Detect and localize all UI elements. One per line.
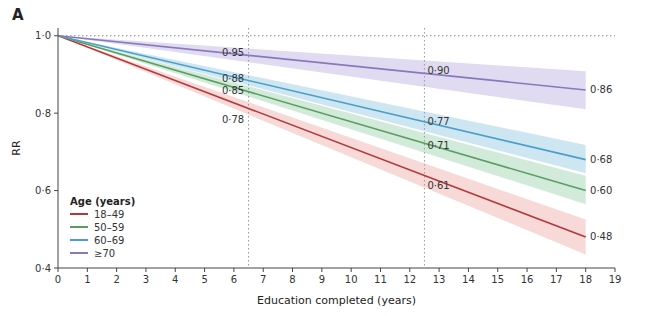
x-tick-label: 10 (345, 274, 358, 285)
annotation: 0·68 (590, 154, 612, 165)
x-tick-label: 5 (201, 274, 207, 285)
x-tick-label: 9 (319, 274, 325, 285)
legend: Age (years) 18–49 50–59 60–69 ≥70 (70, 196, 135, 259)
x-tick (116, 268, 117, 272)
y-tick-label: 1·0 (35, 30, 51, 41)
series-line (58, 36, 586, 237)
axes: 0123456789101112131415161718190·40·60·81… (35, 28, 621, 285)
ci-band (58, 36, 586, 173)
x-tick (527, 268, 528, 272)
annotation: 0·60 (590, 185, 612, 196)
annotation: 0·77 (427, 116, 449, 127)
ci-band (58, 36, 586, 204)
x-tick-label: 19 (609, 274, 622, 285)
legend-title: Age (years) (70, 196, 135, 207)
y-axis-label: RR (10, 140, 23, 156)
x-tick-label: 0 (55, 274, 61, 285)
x-tick (380, 268, 381, 272)
x-tick (497, 268, 498, 272)
x-tick-label: 6 (231, 274, 237, 285)
legend-swatch (70, 213, 88, 215)
x-tick-label: 3 (143, 274, 149, 285)
x-tick (292, 268, 293, 272)
x-tick-label: 14 (462, 274, 475, 285)
y-tick (54, 35, 58, 36)
chart-container: A0123456789101112131415161718190·40·60·8… (0, 0, 655, 316)
legend-label: 18–49 (94, 209, 124, 220)
legend-swatch (70, 226, 88, 228)
legend-swatch (70, 239, 88, 241)
x-tick (175, 268, 176, 272)
x-tick-label: 15 (491, 274, 504, 285)
reference-vline (424, 28, 425, 268)
annotation: 0·48 (590, 231, 612, 242)
x-tick (585, 268, 586, 272)
y-tick-label: 0·4 (35, 263, 51, 274)
x-tick-label: 2 (113, 274, 119, 285)
legend-swatch (70, 252, 88, 254)
x-tick-label: 11 (374, 274, 387, 285)
x-tick-label: 7 (260, 274, 266, 285)
x-tick-label: 8 (289, 274, 295, 285)
annotation: 0·85 (222, 85, 244, 96)
x-tick (468, 268, 469, 272)
legend-label: ≥70 (94, 248, 115, 259)
y-tick-label: 0·8 (35, 108, 51, 119)
x-tick (87, 268, 88, 272)
x-tick-label: 16 (521, 274, 534, 285)
y-tick (54, 190, 58, 191)
annotation: 0·86 (590, 84, 612, 95)
x-tick (409, 268, 410, 272)
annotations: 0·95 0·880·85 0·78 0·90 0·77 0·71 0·61 0·86 0·68… (222, 47, 612, 243)
x-tick (58, 268, 59, 272)
x-tick-label: 4 (172, 274, 178, 285)
x-tick (145, 268, 146, 272)
y-axis-line (58, 28, 59, 268)
x-tick (321, 268, 322, 272)
reference-vline (248, 28, 249, 268)
x-tick (204, 268, 205, 272)
annotation: 0·61 (427, 180, 449, 191)
x-tick-label: 17 (550, 274, 563, 285)
x-tick (615, 268, 616, 272)
x-tick-label: 13 (433, 274, 446, 285)
x-tick (351, 268, 352, 272)
plot-area (58, 28, 615, 268)
x-tick (439, 268, 440, 272)
annotation: 0·95 (222, 47, 244, 58)
annotation: 0·90 (427, 65, 449, 76)
x-axis-line (58, 268, 615, 269)
ci-band (58, 36, 586, 255)
x-tick (233, 268, 234, 272)
series-line (58, 36, 586, 160)
x-tick (556, 268, 557, 272)
y-tick (54, 113, 58, 114)
legend-label: 50–59 (94, 222, 124, 233)
legend-label: 60–69 (94, 235, 124, 246)
y-tick-label: 0·6 (35, 185, 51, 196)
reference-hline (58, 35, 615, 36)
annotation: 0·88 (222, 73, 244, 84)
x-tick-label: 12 (403, 274, 416, 285)
x-tick-label: 1 (84, 274, 90, 285)
x-tick (263, 268, 264, 272)
x-tick-label: 18 (579, 274, 592, 285)
annotation: 0·71 (427, 140, 449, 151)
annotation: 0·78 (222, 114, 244, 125)
series-line (58, 36, 586, 90)
x-axis-label: Education completed (years) (257, 294, 416, 307)
title: A (12, 6, 24, 24)
chart-svg: A0123456789101112131415161718190·40·60·8… (0, 0, 655, 316)
series-line (58, 36, 586, 191)
y-tick (54, 268, 58, 269)
